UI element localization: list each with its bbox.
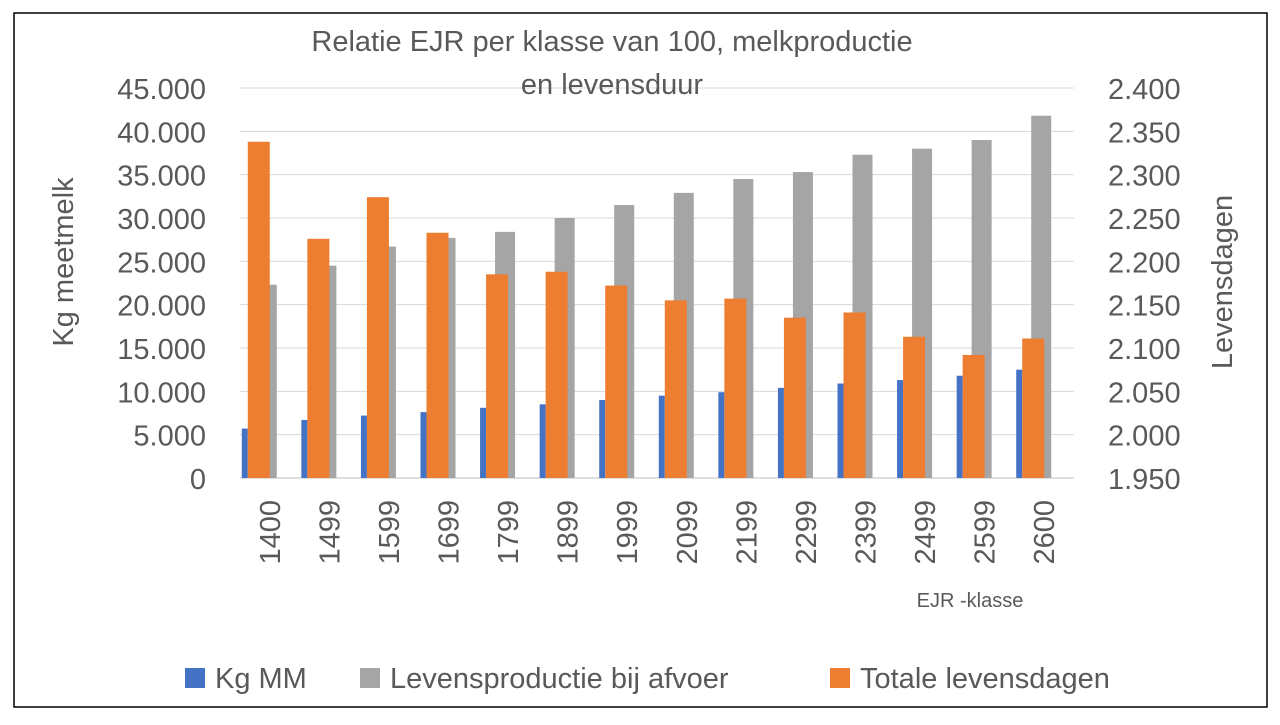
bar-totale-levensdagen	[307, 238, 330, 478]
legend-swatch	[185, 668, 205, 688]
x-tick-label: 1499	[314, 500, 346, 565]
y-axis-label: Kg meetmelk	[48, 177, 80, 347]
y-tick-label: 20.000	[117, 291, 206, 323]
bar-totale-levensdagen	[724, 298, 747, 478]
y-tick-label: 40.000	[117, 117, 206, 149]
x-tick-label: 2399	[851, 500, 883, 565]
legend-label: Totale levensdagen	[860, 663, 1110, 695]
y-tick-label: 35.000	[117, 161, 206, 193]
bar-kg-mm	[599, 400, 606, 478]
y2-tick-label: 2.400	[1108, 74, 1181, 106]
x-tick-label: 2099	[672, 500, 704, 565]
y2-tick-label: 2.250	[1108, 204, 1181, 236]
bar-totale-levensdagen	[247, 141, 270, 478]
y2-tick-label: 2.050	[1108, 377, 1181, 409]
bar-totale-levensdagen	[366, 197, 389, 478]
y2-tick-label: 2.150	[1108, 291, 1181, 323]
x-tick-label: 1999	[612, 500, 644, 565]
chart-title-line-1: Relatie EJR per klasse van 100, melkprod…	[311, 26, 912, 58]
legend: Kg MM Levensproductie bij afvoer Totale le…	[185, 663, 1110, 695]
y2-tick-label: 2.200	[1108, 247, 1181, 279]
x-tick-label: 2499	[910, 500, 942, 565]
bar-totale-levensdagen	[486, 274, 509, 478]
legend-label: Levensproductie bij afvoer	[390, 663, 729, 695]
bar-totale-levensdagen	[664, 300, 687, 478]
bar-kg-mm	[837, 383, 844, 478]
bar-kg-mm	[658, 395, 665, 478]
y-tick-label: 30.000	[117, 204, 206, 236]
x-tick-label: 1599	[374, 500, 406, 565]
bar-kg-mm	[956, 375, 963, 478]
bar-kg-mm	[718, 392, 725, 478]
bar-kg-mm	[539, 404, 546, 478]
bars	[241, 115, 1052, 479]
bar-totale-levensdagen	[545, 271, 568, 478]
bar-kg-mm	[897, 380, 904, 478]
x-tick-label: 2299	[791, 500, 823, 565]
bar-kg-mm	[1016, 369, 1023, 478]
y-tick-label: 45.000	[117, 74, 206, 106]
x-tick-label: 2600	[1029, 500, 1061, 565]
y2-tick-label: 1.950	[1108, 464, 1181, 496]
legend-swatch	[360, 668, 380, 688]
y-tick-label: 5.000	[133, 421, 206, 453]
bar-kg-mm	[480, 407, 487, 478]
y-tick-label: 0	[190, 464, 206, 496]
x-tick-label: 1699	[434, 500, 466, 565]
bar-totale-levensdagen	[843, 312, 866, 478]
x-tick-label: 1400	[255, 500, 287, 565]
chart-frame	[13, 12, 1268, 708]
x-tick-label: 1899	[553, 500, 585, 565]
x-tick-label: 1799	[493, 500, 525, 565]
bar-totale-levensdagen	[426, 232, 449, 478]
bar-totale-levensdagen	[962, 354, 985, 478]
x-tick-label: 2599	[970, 500, 1002, 565]
y2-tick-label: 2.100	[1108, 334, 1181, 366]
chart-title-line-2: en levensduur	[521, 69, 704, 101]
bar-kg-mm	[777, 387, 784, 478]
x-axis-label: EJR -klasse	[917, 590, 1024, 612]
axes: 0 5.000 10.000 15.000 20.000 25.000 30.000 35.0…	[117, 74, 1180, 565]
legend-swatch	[830, 668, 850, 688]
bar-totale-levensdagen	[605, 285, 628, 478]
y-tick-label: 15.000	[117, 334, 206, 366]
bar-totale-levensdagen	[783, 317, 806, 478]
legend-label: Kg MM	[215, 663, 307, 695]
bar-totale-levensdagen	[903, 336, 926, 478]
y2-axis-label: Levensdagen	[1207, 195, 1239, 369]
bar-kg-mm	[420, 412, 427, 478]
bar-kg-mm	[241, 428, 248, 478]
y-tick-label: 25.000	[117, 247, 206, 279]
bar-kg-mm	[301, 419, 308, 478]
y2-tick-label: 2.350	[1108, 117, 1181, 149]
y2-tick-label: 2.000	[1108, 421, 1181, 453]
bar-totale-levensdagen	[1022, 338, 1045, 478]
y2-tick-label: 2.300	[1108, 161, 1181, 193]
bar-kg-mm	[360, 415, 367, 478]
y-tick-label: 10.000	[117, 377, 206, 409]
x-tick-label: 2199	[731, 500, 763, 565]
